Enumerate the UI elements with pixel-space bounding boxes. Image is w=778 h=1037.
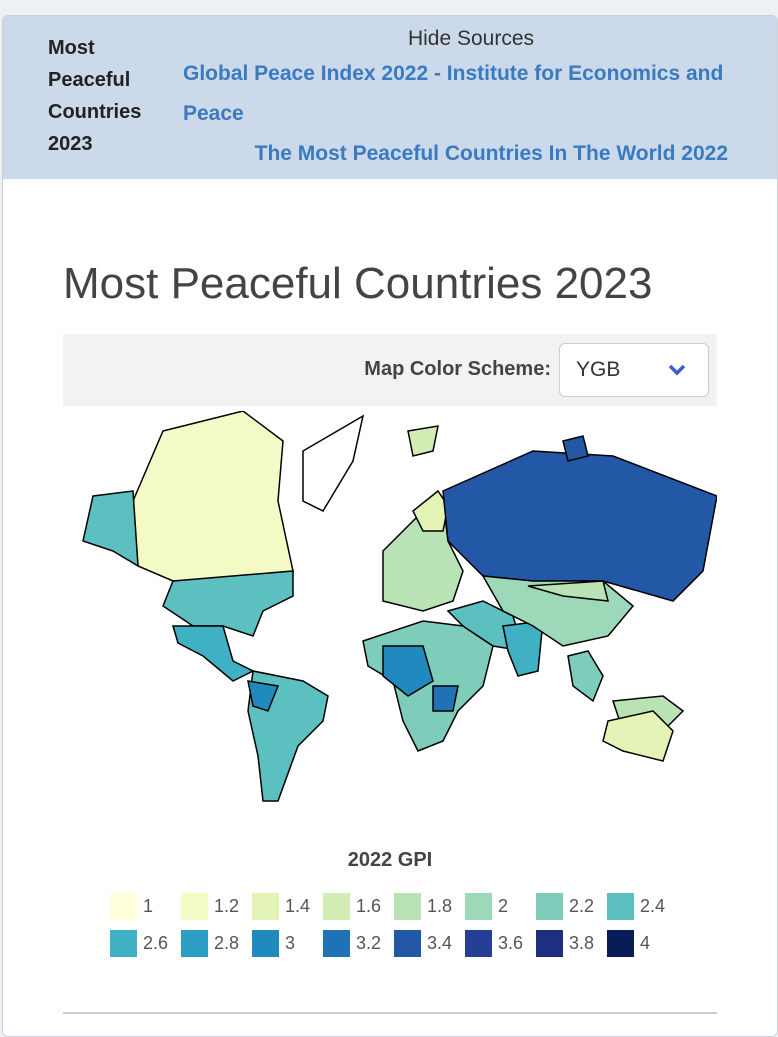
header-title: Most Peaceful Countries 2023 [48, 37, 142, 155]
legend-label: 3 [285, 933, 296, 953]
card: Most Peaceful Countries 2023 Hide Source… [2, 15, 778, 1037]
scheme-value: YGB [576, 358, 621, 381]
chevron [668, 364, 686, 376]
legend-label: 4 [640, 933, 651, 953]
legend-item: 4 [607, 930, 670, 957]
legend-label: 3.6 [498, 933, 524, 953]
scheme-label: Map Color Scheme: [364, 358, 551, 380]
legend-swatch [252, 930, 279, 957]
scheme-select[interactable]: YGB [559, 343, 709, 397]
legend-item: 1.6 [323, 893, 386, 920]
legend-label: 2.4 [640, 896, 666, 916]
legend-item: 1.8 [394, 893, 457, 920]
legend-label: 2 [498, 896, 509, 916]
legend-item: 3.4 [394, 930, 457, 957]
legend-label: 1.2 [214, 896, 240, 916]
legend: 1 1.2 1.4 1.6 1.8 2 2.2 2.4 2.6 2.8 3 3.2 3.4 3.6 3.8 4 [73, 893, 707, 957]
legend-item: 2.6 [110, 930, 173, 957]
header: Most Peaceful Countries 2023 Hide Source… [3, 16, 777, 179]
legend-item: 3.8 [536, 930, 599, 957]
legend-swatch [465, 893, 492, 920]
legend-swatch [181, 893, 208, 920]
legend-swatch [110, 930, 137, 957]
legend-swatch [607, 893, 634, 920]
legend-item: 3.6 [465, 930, 528, 957]
legend-swatch [465, 930, 492, 957]
legend-item: 2.4 [607, 893, 670, 920]
legend-label: 1.8 [427, 896, 453, 916]
legend-item: 2.8 [181, 930, 244, 957]
legend-title: 2022 GPI [347, 849, 433, 871]
legend-item: 1.2 [181, 893, 244, 920]
legend-label: 1.6 [356, 896, 382, 916]
divider [63, 1012, 717, 1014]
legend-swatch [181, 930, 208, 957]
legend-swatch [394, 893, 421, 920]
legend-swatch [536, 893, 563, 920]
legend-swatch [536, 930, 563, 957]
legend-label: 2.2 [569, 896, 595, 916]
page-title: Most Peaceful Countries 2023 [63, 259, 653, 308]
legend-item: 1 [110, 893, 173, 920]
legend-swatch [110, 893, 137, 920]
toggle-sources[interactable]: Hide Sources [407, 27, 535, 50]
legend-label: 1 [143, 896, 154, 916]
legend-swatch [323, 930, 350, 957]
legend-label: 2.8 [214, 933, 240, 953]
legend-item: 2.2 [536, 893, 599, 920]
legend-item: 1.4 [252, 893, 315, 920]
sources: Global Peace Index 2022 - Institute for … [183, 54, 728, 174]
toolbar: Map Color Scheme: YGB [63, 334, 717, 406]
legend-label: 2.6 [143, 933, 169, 953]
legend-label: 3.4 [427, 933, 453, 953]
source-link[interactable]: Global Peace Index 2022 - Institute for … [183, 62, 724, 125]
legend-label: 3.2 [356, 933, 382, 953]
legend-label: 3.8 [569, 933, 595, 953]
legend-item: 3 [252, 930, 315, 957]
legend-swatch [323, 893, 350, 920]
legend-label: 1.4 [285, 896, 311, 916]
legend-item: 3.2 [323, 930, 386, 957]
legend-swatch [394, 930, 421, 957]
legend-item: 2 [465, 893, 528, 920]
legend-swatch [252, 893, 279, 920]
world-map [82, 411, 717, 802]
source-link[interactable]: The Most Peaceful Countries In The World… [254, 142, 728, 165]
legend-swatch [607, 930, 634, 957]
